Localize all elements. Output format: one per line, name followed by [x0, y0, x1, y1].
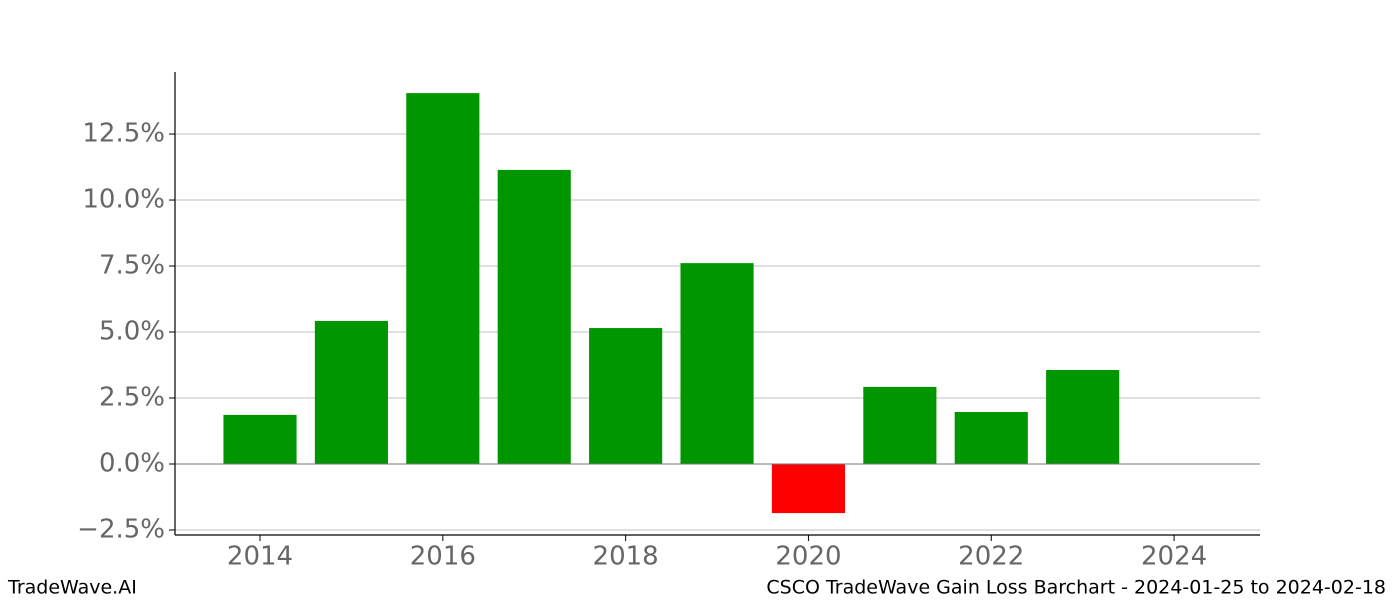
- chart-title: CSCO TradeWave Gain Loss Barchart - 2024…: [766, 577, 1386, 599]
- bar: [589, 328, 663, 464]
- y-tick-label: 2.5%: [99, 383, 165, 413]
- bar: [314, 320, 388, 464]
- bar: [406, 93, 480, 464]
- y-tick-label: 10.0%: [82, 185, 165, 215]
- x-tick-label: 2014: [227, 542, 293, 572]
- y-tick-label: −2.5%: [77, 514, 165, 544]
- y-tick-label: 0.0%: [99, 448, 165, 478]
- bar: [771, 463, 846, 514]
- y-tick-label: 7.5%: [99, 251, 165, 281]
- bar: [863, 386, 937, 464]
- x-tick-label: 2022: [958, 542, 1024, 572]
- bar: [223, 414, 297, 464]
- bar: [954, 411, 1028, 464]
- y-tick-label: 12.5%: [82, 119, 165, 149]
- brand: TradeWave.AI: [7, 577, 137, 599]
- x-tick-label: 2018: [593, 542, 659, 572]
- x-tick-label: 2024: [1141, 542, 1207, 572]
- y-tick-label: 5.0%: [99, 317, 165, 347]
- bar: [1046, 370, 1120, 464]
- x-tick-label: 2016: [410, 542, 476, 572]
- bar: [497, 169, 571, 464]
- bar: [680, 263, 754, 464]
- x-tick-label: 2020: [775, 542, 841, 572]
